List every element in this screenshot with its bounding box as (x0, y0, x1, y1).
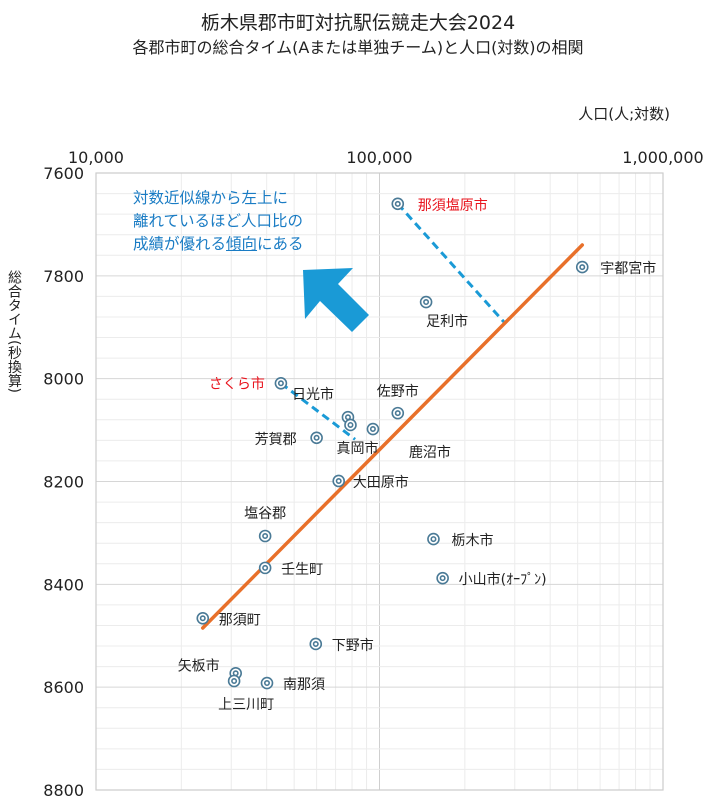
data-point-marker (196, 611, 210, 625)
x-tick-label: 1,000,000 (622, 148, 703, 167)
y-tick-label: 8600 (43, 678, 84, 697)
y-axis-label: 総合タイム(秒換算) (6, 270, 22, 393)
data-point-marker (575, 260, 589, 274)
x-axis-label: 人口(人;対数) (578, 105, 670, 123)
data-point-label: 矢板市 (178, 657, 220, 674)
residual-line (280, 382, 356, 441)
data-point-marker (274, 376, 288, 390)
data-point-marker (427, 532, 440, 546)
data-point-marker (258, 561, 272, 575)
data-point-label: 大田原市 (353, 474, 409, 491)
up-left-arrow-icon (303, 268, 369, 332)
y-tick-label: 8200 (43, 473, 84, 492)
annotation-line-3: 成績が優れる傾向にある (133, 235, 304, 253)
data-point-marker (310, 431, 323, 445)
data-point-label: 足利市 (426, 313, 468, 330)
axis-ticks: 10,000 100,000 1,000,000 7600 7800 8000 8200 84… (43, 148, 703, 800)
data-point-label: 上三川町 (218, 697, 274, 713)
annotation-text: 対数近似線から左上に 離れているほど人口比の 成績が優れる傾向にある (133, 187, 304, 256)
data-point-marker (366, 422, 380, 436)
data-point-marker (391, 406, 405, 420)
arrow-icon (303, 268, 369, 332)
annotation-line-2: 離れているほど人口比の (133, 212, 304, 230)
y-tick-label: 7600 (43, 164, 84, 183)
residual-lines (280, 202, 506, 441)
y-tick-label: 8800 (43, 781, 84, 800)
data-point-marker (227, 674, 241, 688)
data-point-label: 宇都宮市 (600, 260, 656, 277)
data-point-marker (344, 418, 357, 432)
chart-subtitle: 各郡市町の総合タイム(Aまたは単独チーム)と人口(対数)の相関 (132, 38, 584, 57)
data-point-label: 芳賀郡 (255, 431, 297, 448)
data-point-label: 那須町 (219, 612, 261, 628)
annotation-emphasis: 傾向 (226, 235, 258, 253)
data-point-marker (258, 529, 272, 543)
y-tick-label: 8000 (43, 370, 84, 389)
data-point-label: 真岡市 (336, 440, 378, 457)
data-point-label: 那須塩原市 (418, 197, 488, 214)
residual-line (396, 202, 506, 324)
data-point-label: さくら市 (209, 375, 265, 392)
data-point-marker (332, 474, 346, 488)
data-point-label: 佐野市 (377, 383, 419, 400)
data-point-label: 鹿沼市 (409, 444, 451, 461)
x-tick-label: 10,000 (68, 148, 124, 167)
data-point-label: 南那須 (283, 677, 325, 693)
chart-title: 栃木県郡市町対抗駅伝競走大会2024 (200, 12, 516, 34)
data-point-label: 小山市(ｵｰﾌﾟﾝ) (459, 571, 547, 588)
data-point-label: 下野市 (332, 637, 374, 654)
y-tick-label: 7800 (43, 267, 84, 286)
grid-lines (95, 172, 664, 791)
data-point-marker (436, 571, 449, 585)
y-tick-label: 8400 (43, 575, 84, 594)
data-point-marker (391, 197, 405, 211)
data-point-label: 壬生町 (281, 562, 323, 578)
data-point-marker (260, 676, 274, 690)
x-tick-label: 100,000 (346, 148, 412, 167)
data-point-label: 塩谷郡 (244, 506, 286, 522)
data-point-marker (419, 295, 433, 309)
data-point-label: 日光市 (292, 386, 334, 403)
annotation-line-1: 対数近似線から左上に (133, 189, 289, 207)
data-point-label: 栃木市 (451, 532, 493, 549)
data-point-marker (309, 637, 323, 651)
